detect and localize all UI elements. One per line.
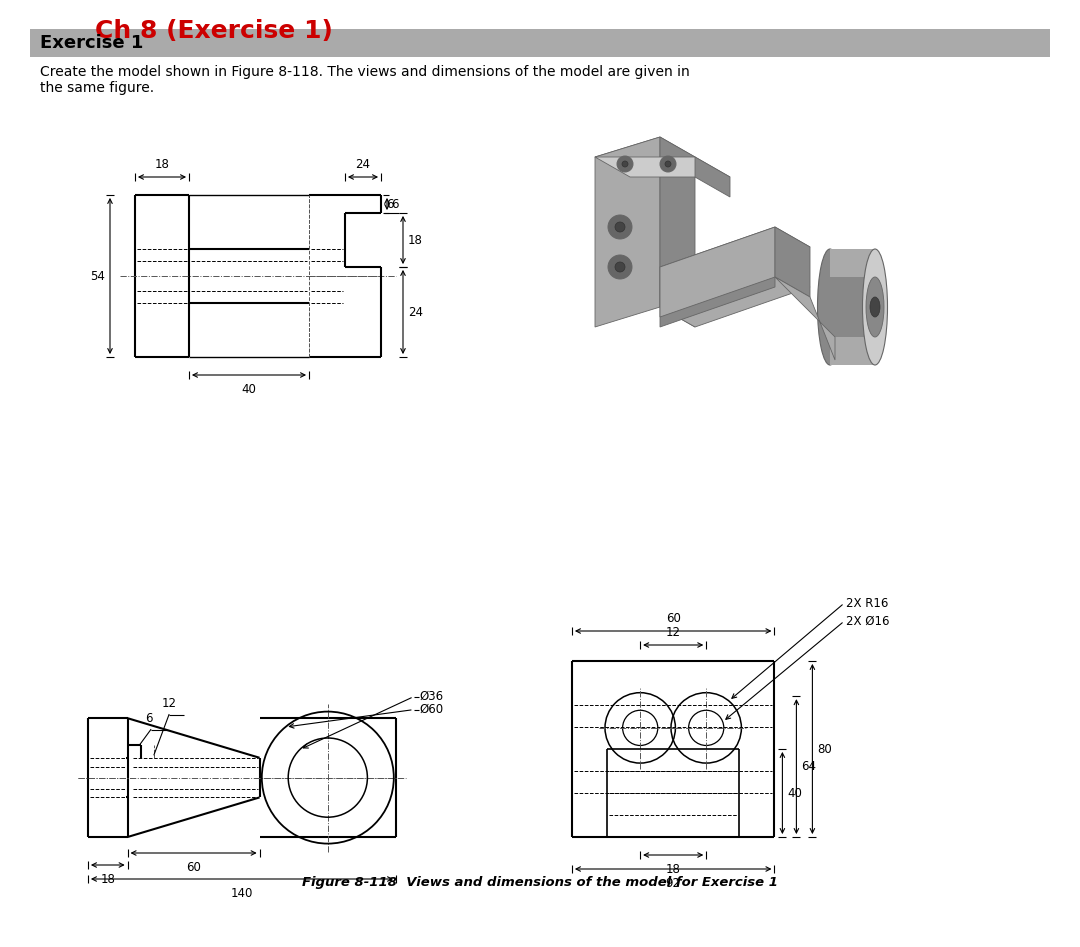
FancyBboxPatch shape <box>30 29 1050 57</box>
Polygon shape <box>595 137 696 177</box>
Text: 24: 24 <box>355 158 370 171</box>
Text: 2X R16: 2X R16 <box>847 597 889 610</box>
Text: 18: 18 <box>100 873 116 886</box>
Text: 12: 12 <box>665 626 680 639</box>
Polygon shape <box>595 157 730 177</box>
Circle shape <box>665 161 671 167</box>
Text: Ch 8 (Exercise 1): Ch 8 (Exercise 1) <box>95 19 333 43</box>
Circle shape <box>622 161 627 167</box>
Text: 64: 64 <box>801 760 816 773</box>
Text: 6: 6 <box>145 711 152 724</box>
Circle shape <box>608 255 632 279</box>
Text: 60: 60 <box>665 612 680 625</box>
Polygon shape <box>660 267 810 327</box>
Text: 12: 12 <box>162 697 177 709</box>
Ellipse shape <box>866 277 885 337</box>
Text: 140: 140 <box>231 887 253 900</box>
Text: 2X Ø16: 2X Ø16 <box>847 615 890 628</box>
Circle shape <box>615 222 625 232</box>
Text: Ø36: Ø36 <box>420 690 444 703</box>
Circle shape <box>615 262 625 272</box>
Text: Exercise 1: Exercise 1 <box>40 34 144 52</box>
Polygon shape <box>660 227 775 317</box>
Text: 6: 6 <box>386 198 393 210</box>
Text: 80: 80 <box>818 742 833 756</box>
Polygon shape <box>775 277 835 360</box>
Ellipse shape <box>870 297 880 317</box>
Text: 18: 18 <box>665 863 680 876</box>
Polygon shape <box>660 267 775 327</box>
Polygon shape <box>775 227 810 297</box>
Text: Figure 8-118  Views and dimensions of the model for Exercise 1: Figure 8-118 Views and dimensions of the… <box>302 876 778 889</box>
Text: Ø60: Ø60 <box>420 703 444 716</box>
Ellipse shape <box>818 249 842 365</box>
Text: 54: 54 <box>90 270 105 282</box>
Text: 60: 60 <box>186 861 201 874</box>
Text: 18: 18 <box>154 158 170 171</box>
Text: 40: 40 <box>242 383 256 396</box>
Text: Create the model shown in Figure 8-118. The views and dimensions of the model ar: Create the model shown in Figure 8-118. … <box>40 65 690 79</box>
Polygon shape <box>831 277 875 337</box>
Circle shape <box>608 215 632 239</box>
Text: 24: 24 <box>408 306 423 318</box>
Polygon shape <box>595 137 660 327</box>
Text: 92: 92 <box>665 877 680 890</box>
Text: 6: 6 <box>391 198 399 210</box>
Circle shape <box>660 156 676 172</box>
Ellipse shape <box>863 249 888 365</box>
Polygon shape <box>660 137 696 327</box>
Polygon shape <box>696 157 730 197</box>
Text: 18: 18 <box>408 234 423 246</box>
Circle shape <box>617 156 633 172</box>
Polygon shape <box>660 227 810 287</box>
Polygon shape <box>831 249 875 365</box>
Text: the same figure.: the same figure. <box>40 81 154 95</box>
Text: 40: 40 <box>787 787 802 799</box>
